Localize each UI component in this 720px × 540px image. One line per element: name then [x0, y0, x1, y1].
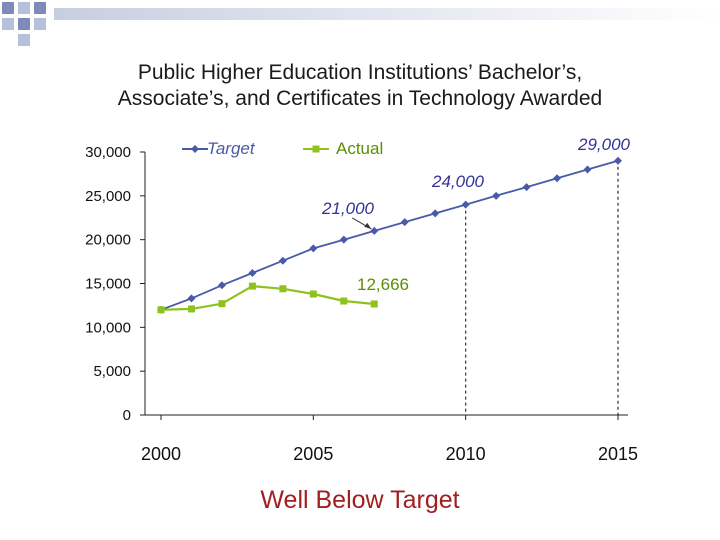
legend-marker-actual [312, 145, 320, 153]
footer-caption: Well Below Target [260, 486, 460, 514]
data-point-actual [218, 300, 226, 308]
slide-decoration [2, 2, 720, 46]
x-tick-label: 2000 [141, 444, 181, 464]
data-point-target [614, 156, 622, 165]
series-line-actual [160, 284, 375, 311]
data-point-target [553, 174, 562, 183]
x-tick-label: 2010 [446, 444, 486, 464]
title-line-1: Public Higher Education Institutions’ Ba… [137, 61, 583, 84]
data-point-target [492, 191, 501, 200]
y-tick-label: 10,000 [85, 319, 131, 336]
title-line-2: Associate’s, and Certificates in Technol… [117, 87, 603, 110]
data-point-target [339, 235, 348, 244]
data-point-target [187, 294, 196, 303]
data-point-actual [340, 297, 348, 305]
data-point-actual [157, 306, 165, 314]
data-label: 24,000 [431, 172, 485, 191]
data-point-target [248, 268, 257, 277]
legend-label-target: Target [207, 139, 256, 158]
x-tick-label: 2005 [293, 444, 333, 464]
data-point-actual [370, 300, 378, 308]
data-label: 29,000 [577, 135, 631, 154]
data-point-actual [187, 305, 195, 313]
series-line-target [160, 159, 619, 311]
data-point-target [431, 209, 440, 218]
data-point-target [461, 200, 470, 209]
legend-label-actual: Actual [336, 139, 383, 158]
data-point-actual [279, 285, 287, 293]
data-point-target [217, 281, 226, 290]
data-point-target [522, 183, 531, 192]
y-tick-label: 0 [123, 407, 131, 424]
data-point-actual [248, 282, 256, 290]
legend-marker-target [191, 145, 199, 153]
data-point-target [370, 226, 379, 235]
data-point-target [583, 165, 592, 174]
chart-title: Public Higher Education Institutions’ Ba… [0, 60, 720, 112]
data-point-target [278, 256, 287, 265]
data-point-actual [309, 290, 317, 298]
y-tick-label: 15,000 [85, 276, 131, 293]
x-tick-label: 2015 [598, 444, 638, 464]
y-tick-label: 25,000 [85, 188, 131, 205]
y-tick-label: 5,000 [93, 363, 131, 380]
data-label: 21,000 [321, 199, 375, 218]
data-point-target [400, 218, 409, 227]
y-tick-label: 20,000 [85, 232, 131, 249]
data-point-target [309, 244, 318, 253]
y-tick-label: 30,000 [85, 144, 131, 161]
annotation-arrowhead [364, 222, 372, 229]
data-label: 12,666 [357, 275, 409, 294]
